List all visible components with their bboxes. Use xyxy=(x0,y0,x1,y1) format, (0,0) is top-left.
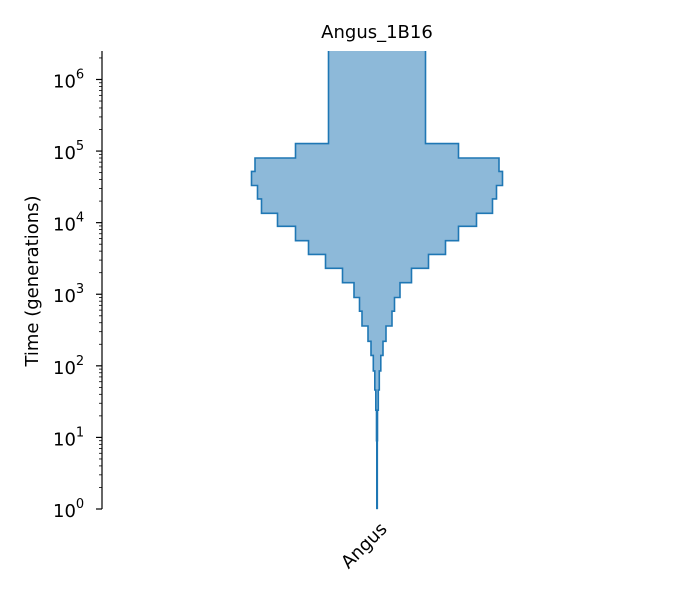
x-tick-label: Angus xyxy=(337,519,391,573)
x-axis: Angus xyxy=(337,519,391,573)
y-tick-label: 103 xyxy=(53,282,84,307)
y-axis-label: Time (generations) xyxy=(22,195,43,367)
y-tick-label: 102 xyxy=(53,354,84,379)
y-axis: 100 101 102 103 104 105 106 xyxy=(53,51,103,522)
plot-area xyxy=(250,51,504,510)
y-tick-label: 106 xyxy=(53,67,84,92)
chart-title: Angus_1B16 xyxy=(321,22,433,43)
y-tick-label: 105 xyxy=(53,139,84,164)
y-tick-label: 101 xyxy=(53,425,84,450)
series-outline-right xyxy=(376,51,504,509)
y-tick-label: 104 xyxy=(53,211,84,236)
series-outline-left xyxy=(250,51,378,509)
y-tick-label: 100 xyxy=(53,497,84,522)
series-area xyxy=(251,51,503,509)
